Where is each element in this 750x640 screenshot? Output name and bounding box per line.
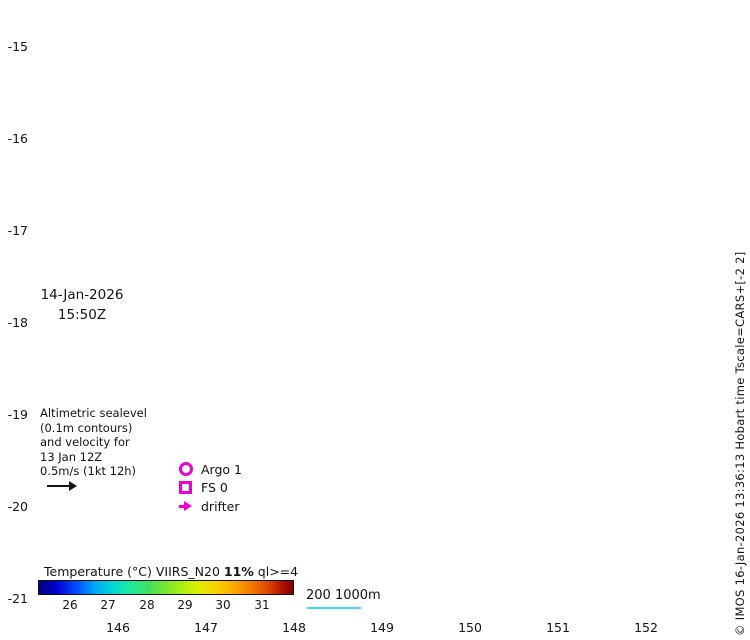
colorbar [38, 580, 294, 595]
legend-label: drifter [201, 498, 240, 514]
fs-square-icon [179, 481, 192, 495]
legend-label: Argo 1 [201, 461, 242, 477]
colorbar-tick: 26 [62, 598, 78, 612]
y-axis-label: -20 [7, 499, 28, 514]
colorbar-title-percent: 11% [223, 564, 254, 579]
isobath-scale-label: 200 1000m [306, 588, 381, 603]
colorbar-tick: 30 [215, 598, 231, 612]
colorbar-tick: 29 [177, 598, 193, 612]
instrument-legend: Argo 1 FS 0 drifter [179, 460, 242, 516]
colorbar-title: Temperature (°C) VIIRS_N20 11% ql>=4 [44, 564, 298, 579]
note-line: 0.5m/s (1kt 12h) [40, 464, 137, 478]
x-axis-label: 150 [458, 620, 482, 635]
x-axis-label: 148 [282, 620, 306, 635]
map-time: 15:50Z [57, 307, 107, 323]
note-line: 13 Jan 12Z [40, 449, 103, 464]
y-axis-label: -21 [7, 591, 28, 606]
drifter-arrow-icon [179, 501, 193, 512]
legend-row-fs: FS 0 [179, 479, 242, 498]
x-axis-label: 147 [194, 620, 218, 635]
colorbar-title-prefix: Temperature (°C) VIIRS_N20 [44, 564, 224, 579]
note-line: and velocity for [40, 435, 130, 449]
legend-row-drifter: drifter [179, 497, 242, 516]
note-line: (0.1m contours) [40, 420, 133, 435]
isobath-scale-line [307, 607, 361, 609]
note-line: Altimetric sealevel [40, 406, 147, 420]
colorbar-tick: 31 [254, 598, 270, 612]
y-axis-label: -17 [7, 223, 28, 238]
x-axis-label: 146 [106, 620, 130, 635]
y-axis-label: -16 [7, 131, 28, 146]
map-datetime-label: 14-Jan-2026 15:50Z [36, 285, 128, 325]
y-axis-label: -15 [7, 39, 28, 54]
x-axis-label: 149 [370, 620, 394, 635]
x-axis-label: 151 [546, 620, 570, 635]
legend-label: FS 0 [201, 480, 228, 496]
colorbar-tick: 28 [139, 598, 155, 612]
y-axis-label: -18 [7, 315, 28, 330]
map-date: 14-Jan-2026 [40, 287, 124, 303]
altimetry-note: Altimetric sealevel (0.1m contours) and … [40, 406, 147, 479]
colorbar-tick: 27 [100, 598, 116, 612]
x-axis-label: 152 [634, 620, 658, 635]
argo-circle-icon [179, 462, 193, 477]
colorbar-title-suffix: ql>=4 [253, 564, 299, 579]
velocity-scale-arrow-icon [47, 481, 79, 491]
legend-row-argo: Argo 1 [179, 460, 242, 479]
watermark-text: © IMOS 16-Jan-2026 13:36:13 Hobart time … [733, 251, 747, 636]
y-axis-label: -19 [7, 407, 28, 422]
